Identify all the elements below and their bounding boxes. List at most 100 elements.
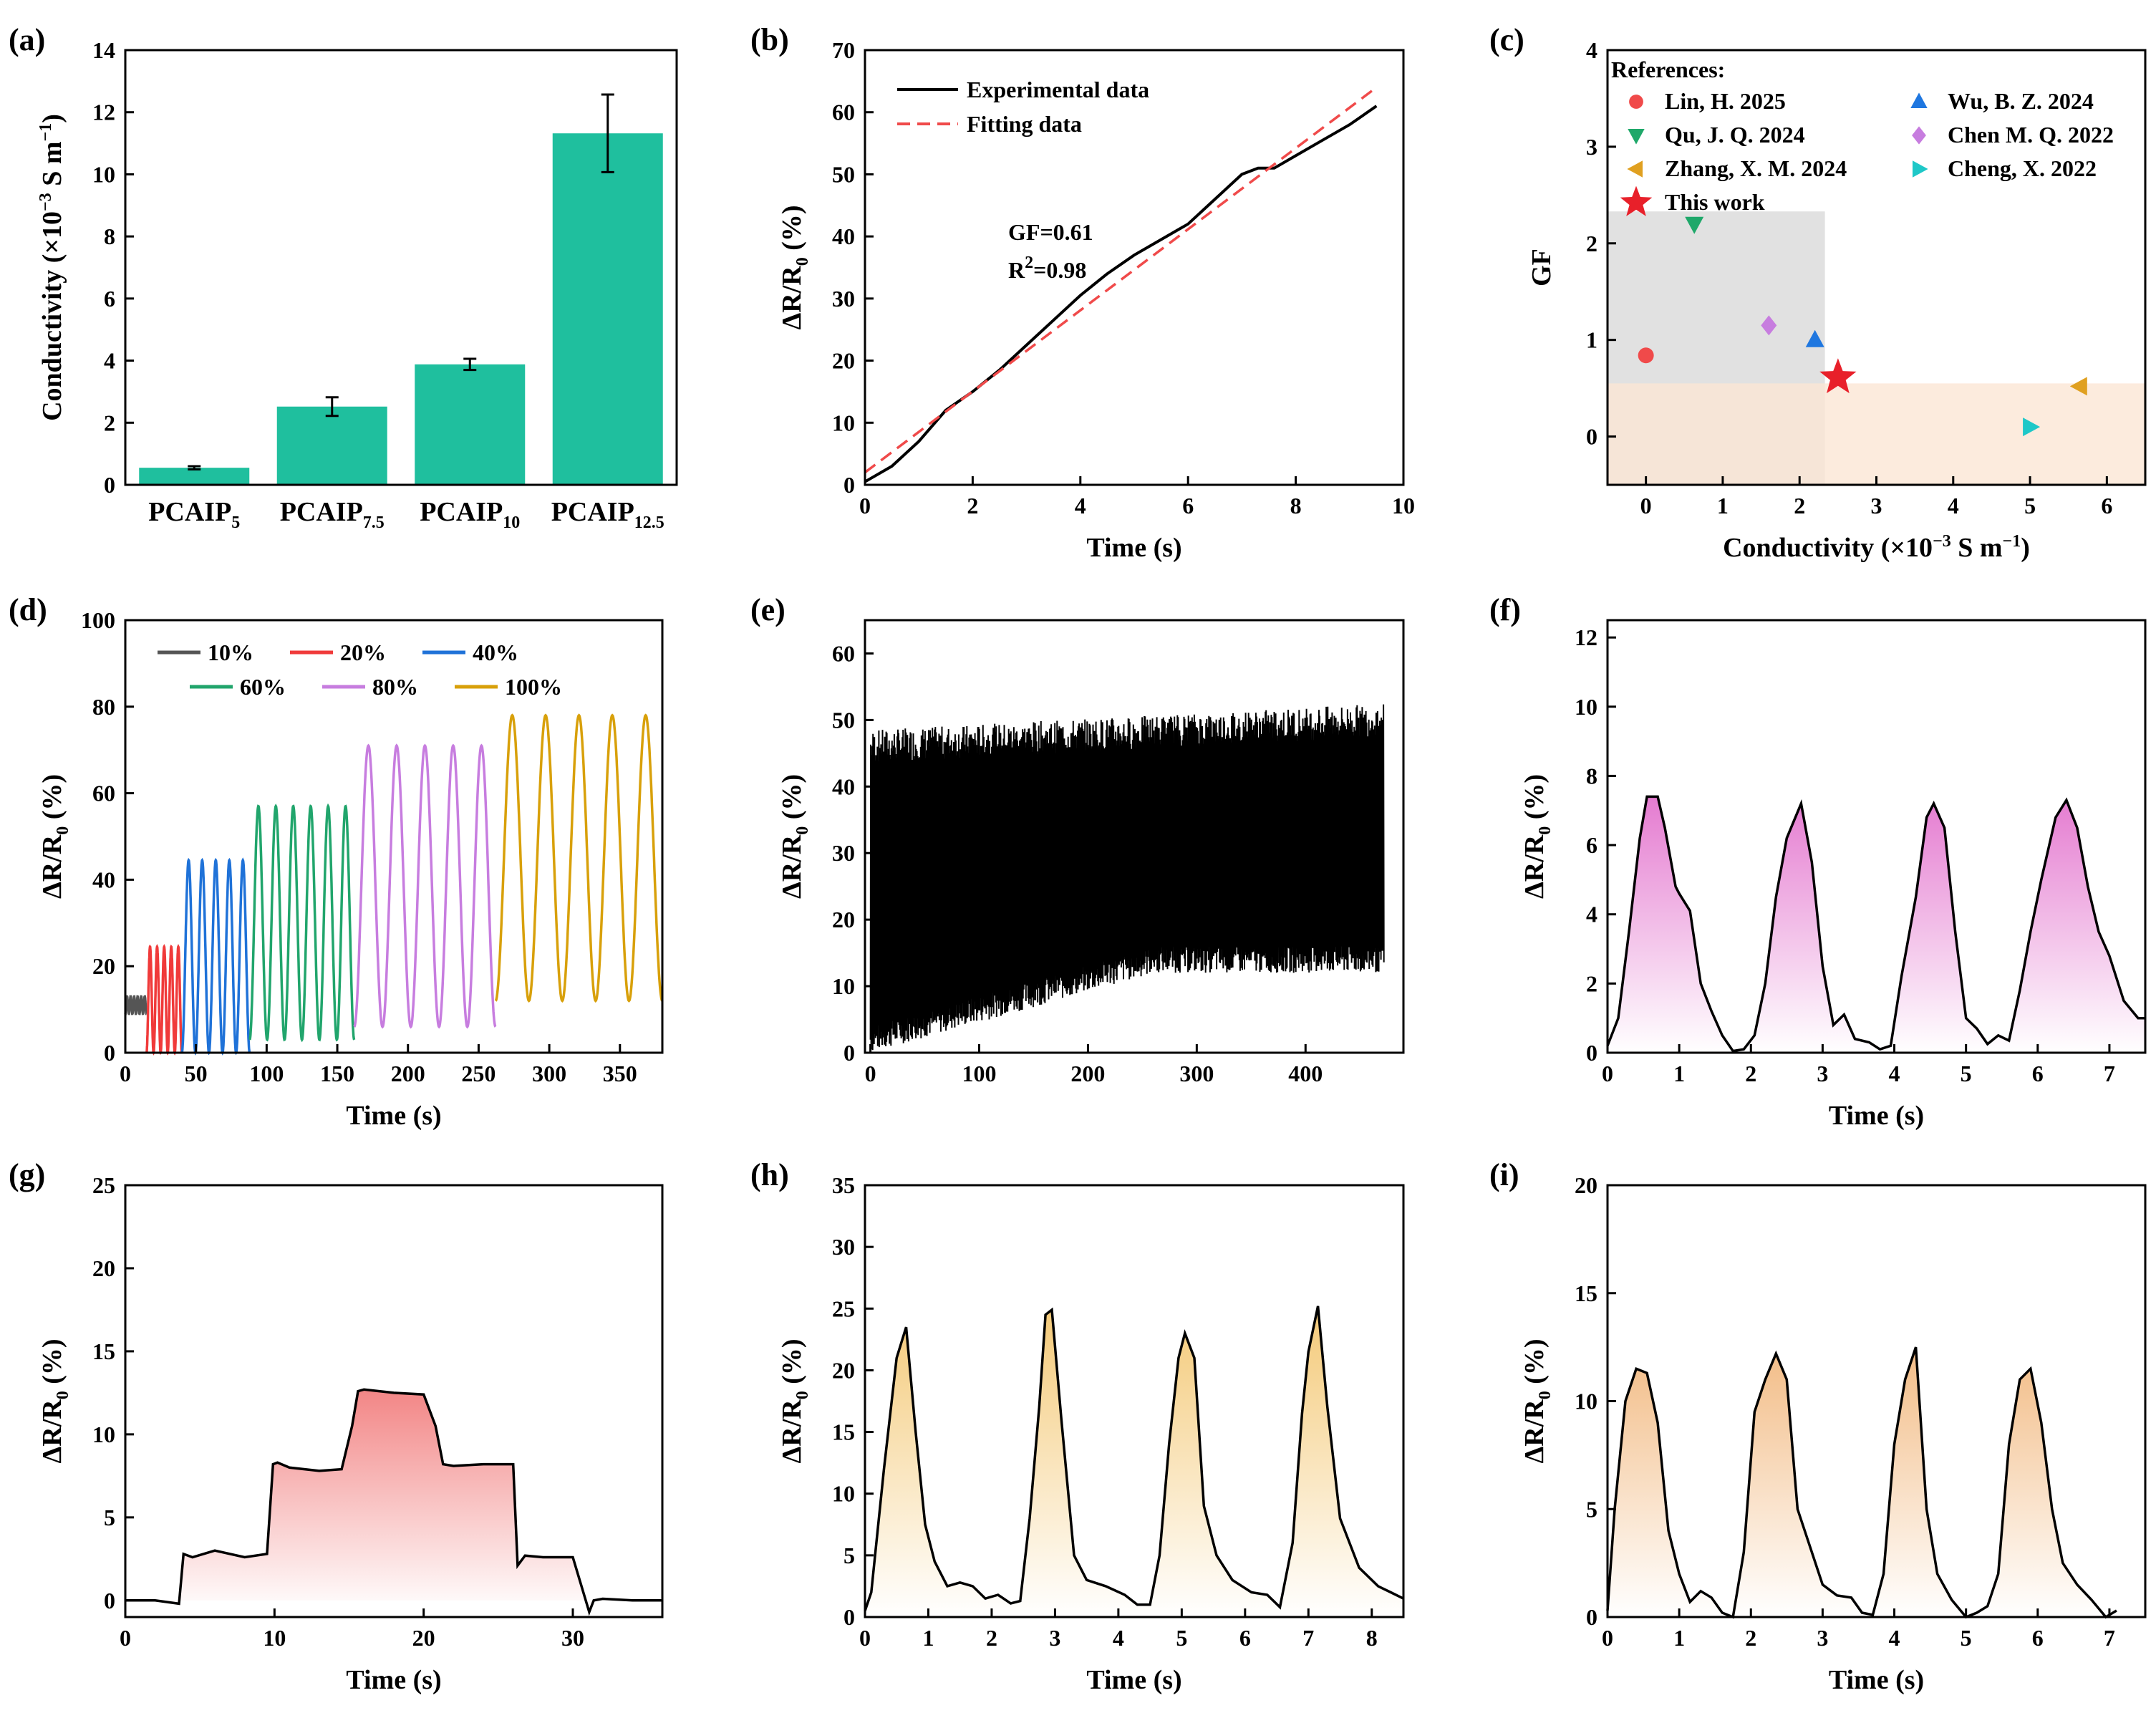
panel-c-legend: References: Lin, H. 2025 Wu, B. Z. 2024 Qu,… bbox=[1611, 57, 2114, 216]
legend-label-1: 20% bbox=[340, 640, 386, 665]
series-line-5 bbox=[494, 713, 664, 1003]
x-tick-label: 200 bbox=[1070, 1061, 1105, 1086]
y-title-main: ΔR/R bbox=[1519, 834, 1550, 899]
panel-label-h: (h) bbox=[750, 1157, 789, 1192]
series-line-0 bbox=[124, 995, 148, 1015]
y-tick-label: 12 bbox=[92, 100, 115, 125]
y-tick-label: 2 bbox=[104, 410, 115, 435]
y-tick-label: 2 bbox=[1586, 970, 1597, 996]
y-title-sub: 0 bbox=[54, 826, 72, 835]
annotation-r2: R2=0.98 bbox=[1008, 254, 1086, 283]
x-tick-label: 6 bbox=[1239, 1625, 1251, 1651]
x-tick-label: 2 bbox=[1745, 1061, 1756, 1086]
panel-g-frame bbox=[124, 1184, 664, 1618]
legend-label-2: Qu, J. Q. 2024 bbox=[1665, 122, 1805, 148]
y-tick-label: 10 bbox=[92, 161, 115, 187]
y-tick-label: 50 bbox=[832, 161, 855, 187]
y-tick-label: 40 bbox=[832, 223, 855, 249]
panel-d-frame bbox=[124, 619, 664, 1054]
panel-f-x-ticks: 0 1 2 3 4 5 6 7 bbox=[1602, 1044, 2115, 1086]
x-tick-label: 2 bbox=[1745, 1625, 1756, 1651]
x-title-sup2: −1 bbox=[2003, 532, 2021, 551]
y-tick-label: 0 bbox=[104, 1588, 115, 1613]
category-label-1: PCAIP7.5 bbox=[280, 497, 385, 532]
y-tick-label: 1 bbox=[1586, 327, 1597, 353]
y-tick-label: 30 bbox=[832, 1234, 855, 1260]
y-tick-label: 15 bbox=[832, 1419, 855, 1445]
y-tick-label: 10 bbox=[92, 1422, 115, 1447]
legend-label-3: 60% bbox=[240, 674, 286, 700]
y-tick-label: 10 bbox=[1575, 694, 1597, 720]
x-tick-label: 7 bbox=[2104, 1625, 2115, 1651]
x-tick-label: 1 bbox=[922, 1625, 934, 1651]
panel-label-c: (c) bbox=[1489, 22, 1524, 57]
bar-2 bbox=[415, 364, 526, 485]
y-title-sub: 0 bbox=[1536, 1391, 1555, 1399]
x-tick-label: 100 bbox=[962, 1061, 997, 1086]
category-sub: 10 bbox=[503, 513, 520, 532]
y-tick-label: 0 bbox=[1586, 1604, 1597, 1630]
series-line-1 bbox=[145, 944, 183, 1056]
panel-label-e: (e) bbox=[750, 592, 785, 627]
series-line-3 bbox=[248, 803, 356, 1043]
panel-g-y-ticks: 0 5 10 15 20 25 bbox=[92, 1172, 134, 1613]
y-tick-label: 100 bbox=[81, 607, 115, 633]
data-point-1 bbox=[1805, 329, 1824, 347]
y-title-main: ΔR/R bbox=[1519, 1399, 1550, 1464]
y-tick-label: 15 bbox=[1575, 1280, 1597, 1306]
panel-b-legend: Experimental data Fitting data bbox=[897, 77, 1149, 137]
panel-g-x-ticks: 0 10 20 30 bbox=[120, 1608, 584, 1651]
x-tick-label: 2 bbox=[1794, 493, 1805, 518]
y-tick-label: 5 bbox=[104, 1505, 115, 1530]
legend-marker-5 bbox=[1913, 160, 1928, 178]
y-tick-label: 15 bbox=[92, 1338, 115, 1364]
panel-d-y-title: ΔR/R0 (%) bbox=[37, 774, 72, 899]
y-title-tail: (%) bbox=[37, 1338, 67, 1391]
y-title-tail: (%) bbox=[37, 774, 67, 826]
y-tick-label: 0 bbox=[104, 1040, 115, 1066]
area-fill bbox=[865, 1306, 1403, 1617]
category-base: PCAIP bbox=[420, 497, 503, 527]
panel-e-y-title: ΔR/R0 (%) bbox=[777, 774, 812, 899]
y-tick-label: 50 bbox=[832, 707, 855, 733]
panel-h-x-title: Time (s) bbox=[1086, 1665, 1181, 1695]
legend-label-5: 100% bbox=[505, 674, 562, 700]
y-tick-label: 6 bbox=[1586, 832, 1597, 858]
x-tick-label: 1 bbox=[1673, 1625, 1685, 1651]
y-tick-label: 14 bbox=[92, 37, 115, 63]
y-tick-label: 25 bbox=[92, 1172, 115, 1198]
annotation-r-sup: 2 bbox=[1025, 254, 1033, 272]
panel-f-frame bbox=[1606, 619, 2147, 1054]
y-tick-label: 0 bbox=[104, 472, 115, 498]
panel-i-x-title: Time (s) bbox=[1829, 1665, 1924, 1695]
legend-marker-1 bbox=[1910, 92, 1928, 108]
x-tick-label: 300 bbox=[532, 1061, 566, 1086]
x-title-main: Conductivity (×10 bbox=[1723, 533, 1933, 563]
series-line-0 bbox=[869, 704, 1385, 1051]
panel-label-d: (d) bbox=[9, 592, 47, 627]
y-title-main: ΔR/R bbox=[37, 1399, 67, 1464]
y-title-main: Conductivity (×10 bbox=[37, 211, 67, 421]
y-title-tail: (%) bbox=[777, 1338, 807, 1391]
panel-f-y-ticks: 0 2 4 6 8 10 12 bbox=[1575, 624, 1616, 1066]
y-tick-label: 4 bbox=[1586, 37, 1597, 63]
legend-label-4: Zhang, X. M. 2024 bbox=[1665, 155, 1847, 181]
data-point-0 bbox=[1638, 347, 1654, 364]
y-tick-label: 20 bbox=[832, 1357, 855, 1383]
panel-d-legend: 10% 20% 40% 60% 80% 100% bbox=[158, 640, 562, 700]
y-title-sup2: −1 bbox=[37, 123, 55, 142]
panel-c-x-ticks: 0 1 2 3 4 5 6 bbox=[1640, 476, 2112, 518]
x-tick-label: 0 bbox=[1602, 1061, 1613, 1086]
legend-label-2: 40% bbox=[473, 640, 518, 665]
legend-label-1: Wu, B. Z. 2024 bbox=[1948, 88, 2094, 114]
legend-label-4: 80% bbox=[372, 674, 418, 700]
data-point-3 bbox=[1761, 315, 1777, 336]
category-label-0: PCAIP5 bbox=[148, 497, 240, 532]
y-tick-label: 40 bbox=[92, 867, 115, 892]
x-tick-label: 6 bbox=[2032, 1625, 2044, 1651]
panel-g-x-title: Time (s) bbox=[346, 1665, 441, 1695]
legend-label-0: Experimental data bbox=[967, 77, 1149, 102]
